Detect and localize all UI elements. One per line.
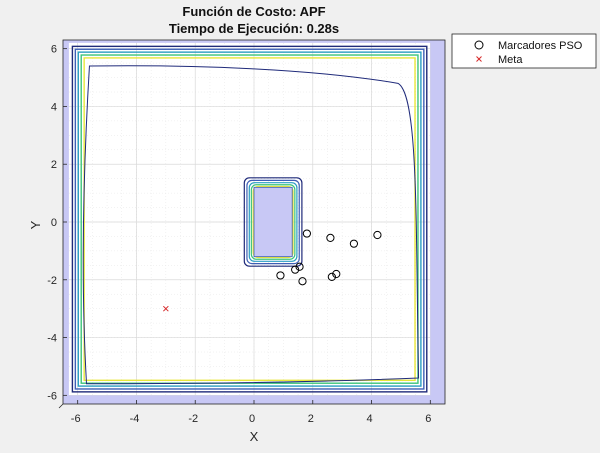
goal-x-marker — [162, 305, 169, 312]
legend[interactable]: Marcadores PSO Meta — [451, 33, 597, 69]
x-tick-label: -4 — [130, 413, 140, 425]
obstacle-fill — [253, 186, 293, 258]
legend-box — [451, 33, 597, 69]
tick-labels: -6 -4 -2 0 2 4 6 -6 -4 -2 0 2 4 6 — [47, 44, 431, 425]
y-tick-label: -2 — [47, 275, 57, 287]
x-tick-label: -6 — [71, 413, 81, 425]
x-tick-label: 4 — [366, 413, 372, 425]
y-tick-label: -4 — [47, 333, 57, 345]
obstacle-contour-ring — [250, 184, 296, 260]
y-tick-label: 2 — [51, 159, 57, 171]
wall-contour-ring — [74, 48, 425, 390]
x-tick-label: 2 — [308, 413, 314, 425]
pso-marker — [298, 277, 307, 286]
goal-marker — [162, 305, 169, 312]
legend-label-goal: Meta — [498, 54, 523, 66]
wall-contour-ring — [71, 45, 428, 393]
goal-x-stroke — [162, 305, 169, 312]
outer-cost-contour — [82, 65, 420, 385]
y-tick-label: -6 — [47, 390, 57, 402]
pso-markers — [276, 229, 382, 286]
legend-label-pso: Marcadores PSO — [498, 40, 583, 52]
axes-corner-edge — [58, 403, 64, 409]
pso-marker — [327, 272, 336, 281]
pso-marker — [276, 271, 285, 280]
pso-marker — [291, 265, 300, 274]
plot-axes[interactable]: -6 -4 -2 0 2 4 6 -6 -4 -2 0 2 4 6 — [47, 39, 446, 425]
chart-subtitle: Tiempo de Ejecución: 0.28s — [169, 21, 339, 36]
y-tick-label: 0 — [51, 217, 57, 229]
central-obstacle — [243, 177, 303, 267]
x-axis-label: X — [250, 429, 259, 444]
pso-marker — [332, 269, 341, 279]
pso-marker — [295, 262, 304, 271]
wall-contour-ring — [83, 57, 416, 382]
chart-title: Función de Costo: APF — [182, 4, 325, 19]
y-tick-label: 4 — [51, 101, 57, 113]
pso-marker — [349, 239, 359, 248]
cost-contours — [71, 45, 428, 393]
wall-contour-ring — [80, 54, 419, 384]
y-axis-label: Y — [28, 220, 43, 229]
x-tick-label: -2 — [188, 413, 198, 425]
obstacle-contour-ring — [248, 182, 298, 262]
x-tick-label: 6 — [425, 413, 431, 425]
obstacle-contour-ring — [243, 177, 303, 267]
y-tick-label: 6 — [51, 44, 57, 56]
pso-marker — [373, 230, 382, 240]
pso-marker — [302, 229, 311, 238]
obstacle-contour-ring — [252, 185, 294, 259]
legend-circle-marker — [474, 40, 484, 50]
pso-marker — [326, 233, 335, 242]
wall-contour-ring — [77, 51, 422, 387]
legend-x-marker — [476, 56, 482, 62]
x-tick-label: 0 — [249, 413, 255, 425]
obstacle-contour-ring — [246, 179, 300, 265]
